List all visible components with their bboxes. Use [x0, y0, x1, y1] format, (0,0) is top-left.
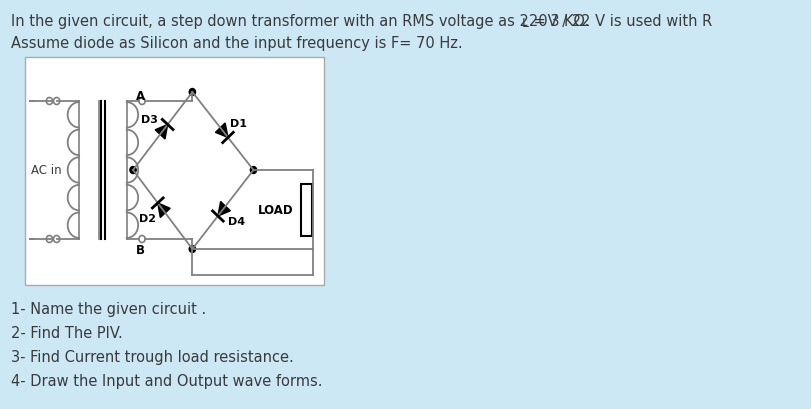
Text: B: B [135, 243, 144, 256]
Text: Assume diode as Silicon and the input frequency is F= 70 Hz.: Assume diode as Silicon and the input fr… [11, 36, 462, 51]
Bar [25, 58, 324, 285]
Text: D2: D2 [139, 213, 156, 223]
Text: In the given circuit, a step down transformer with an RMS voltage as 220V / 22 V: In the given circuit, a step down transf… [11, 14, 712, 29]
Polygon shape [155, 125, 168, 140]
Text: 1- Name the given circuit .: 1- Name the given circuit . [11, 301, 206, 316]
Text: = 3 KΩ.: = 3 KΩ. [529, 14, 589, 29]
Text: D3: D3 [141, 115, 158, 125]
Bar [301, 184, 312, 236]
Text: L: L [522, 17, 530, 30]
Text: LOAD: LOAD [258, 204, 294, 216]
Polygon shape [216, 124, 228, 138]
Polygon shape [218, 202, 230, 216]
Text: D4: D4 [228, 216, 245, 227]
Circle shape [189, 246, 195, 253]
Text: 2- Find The PIV.: 2- Find The PIV. [11, 325, 122, 340]
Text: D1: D1 [230, 118, 247, 128]
Text: AC in: AC in [31, 164, 61, 177]
Circle shape [130, 167, 136, 174]
Text: 3- Find Current trough load resistance.: 3- Find Current trough load resistance. [11, 349, 294, 364]
Circle shape [189, 89, 195, 96]
Circle shape [251, 167, 256, 174]
Text: A: A [135, 90, 145, 103]
Polygon shape [158, 203, 170, 218]
Text: 4- Draw the Input and Output wave forms.: 4- Draw the Input and Output wave forms. [11, 373, 322, 388]
